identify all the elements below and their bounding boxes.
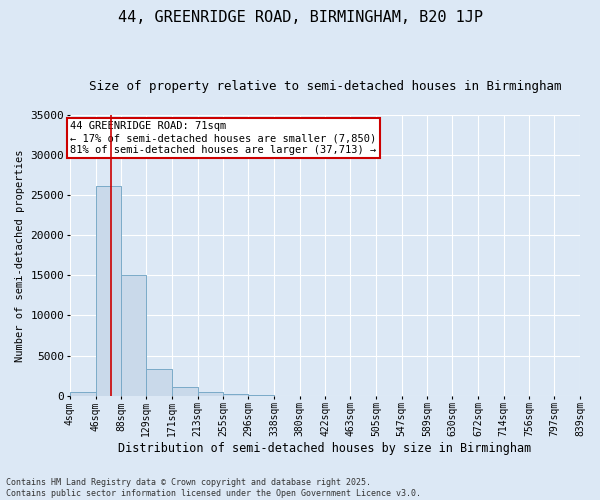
Bar	[95, 186, 121, 396]
Bar	[121, 274, 146, 396]
Bar	[146, 369, 172, 396]
Bar	[70, 392, 95, 396]
Y-axis label: Number of semi-detached properties: Number of semi-detached properties	[15, 149, 25, 362]
Bar	[197, 392, 223, 396]
Text: 44, GREENRIDGE ROAD, BIRMINGHAM, B20 1JP: 44, GREENRIDGE ROAD, BIRMINGHAM, B20 1JP	[118, 10, 482, 25]
X-axis label: Distribution of semi-detached houses by size in Birmingham: Distribution of semi-detached houses by …	[118, 442, 532, 455]
Title: Size of property relative to semi-detached houses in Birmingham: Size of property relative to semi-detach…	[89, 80, 561, 93]
Text: 44 GREENRIDGE ROAD: 71sqm
← 17% of semi-detached houses are smaller (7,850)
81% : 44 GREENRIDGE ROAD: 71sqm ← 17% of semi-…	[70, 122, 377, 154]
Bar	[223, 394, 248, 396]
Bar	[172, 387, 197, 396]
Text: Contains HM Land Registry data © Crown copyright and database right 2025.
Contai: Contains HM Land Registry data © Crown c…	[6, 478, 421, 498]
